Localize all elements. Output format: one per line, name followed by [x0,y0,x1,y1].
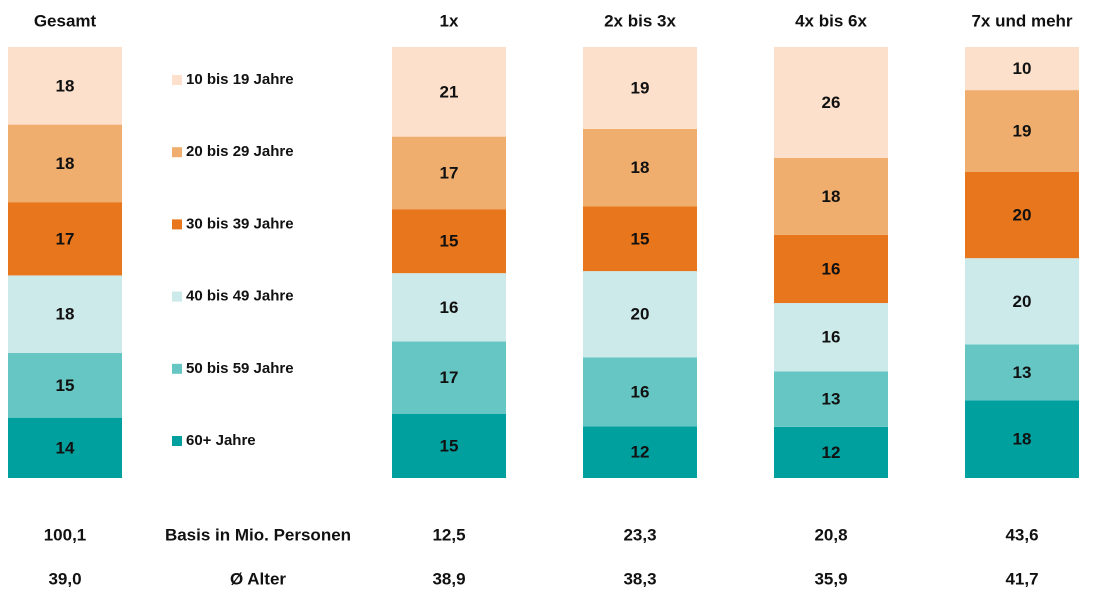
value-label: 16 [822,259,841,278]
segment [583,128,697,207]
segment [965,90,1079,172]
row-value: 23,3 [623,525,656,544]
segment [965,400,1079,478]
segment [392,341,506,414]
value-label: 15 [440,436,459,455]
value-label: 20 [631,305,650,324]
segment [8,417,122,478]
value-label: 20 [1013,206,1032,225]
segment [392,47,506,137]
segment [965,47,1079,91]
segment [774,303,888,372]
value-label: 19 [1013,122,1032,141]
legend-swatch [172,291,182,302]
row-value: 39,0 [48,569,81,588]
segment [774,234,888,304]
value-label: 18 [822,187,841,206]
value-label: 15 [440,232,459,251]
legend-swatch [172,75,182,85]
legend-label: 30 bis 39 Jahre [186,215,294,232]
column-header: 7x und mehr [971,11,1072,30]
value-label: 19 [631,78,650,97]
value-label: 26 [822,93,841,112]
segment [774,47,888,158]
value-label: 20 [1013,292,1032,311]
segment [965,171,1079,259]
value-label: 16 [822,328,841,347]
value-label: 18 [631,158,650,177]
segment [774,157,888,235]
value-label: 17 [440,368,459,387]
row-value: 38,9 [432,569,465,588]
segment [583,271,697,358]
segment [8,275,122,354]
column-header: 4x bis 6x [795,11,867,30]
legend-label: 40 bis 49 Jahre [186,288,294,305]
row-value: 20,8 [814,525,847,544]
value-label: 17 [56,229,75,248]
column-header: Gesamt [34,11,97,30]
segment [583,357,697,427]
segment [965,258,1079,345]
segment [392,413,506,478]
segment [583,426,697,478]
value-label: 15 [56,376,75,395]
segment [774,426,888,478]
legend-label: 50 bis 59 Jahre [186,360,294,377]
value-label: 13 [1013,363,1032,382]
segment [583,206,697,272]
segment [583,47,697,129]
segment [8,47,122,125]
row-label: Ø Alter [230,569,286,588]
row-value: 38,3 [623,569,656,588]
value-label: 16 [631,382,650,401]
legend-label: 60+ Jahre [186,432,256,449]
row-value: 35,9 [814,569,847,588]
legend-swatch [172,147,182,158]
segment [8,353,122,418]
value-label: 21 [440,82,459,101]
value-label: 17 [440,163,459,182]
value-label: 18 [1013,430,1032,449]
value-label: 16 [440,298,459,317]
value-label: 18 [56,154,75,173]
value-label: 15 [631,229,650,248]
row-value: 41,7 [1005,569,1038,588]
value-label: 18 [56,305,75,324]
segment [392,273,506,342]
legend-label: 20 bis 29 Jahre [186,143,294,160]
column-header: 1x [440,11,459,30]
legend-swatch [172,219,182,230]
value-label: 10 [1013,59,1032,78]
row-value: 100,1 [44,525,87,544]
column-header: 2x bis 3x [604,11,676,30]
segment [774,371,888,427]
legend-swatch [172,436,182,446]
segment [8,124,122,203]
segment [965,344,1079,401]
value-label: 13 [822,390,841,409]
segment [392,136,506,210]
segment [8,202,122,276]
value-label: 12 [631,443,650,462]
legend-label: 10 bis 19 Jahre [186,71,294,88]
value-label: 12 [822,443,841,462]
legend-swatch [172,363,182,374]
value-label: 18 [56,76,75,95]
row-value: 12,5 [432,525,465,544]
segment [392,209,506,274]
value-label: 14 [56,438,75,457]
row-value: 43,6 [1005,525,1038,544]
row-label: Basis in Mio. Personen [165,525,351,544]
